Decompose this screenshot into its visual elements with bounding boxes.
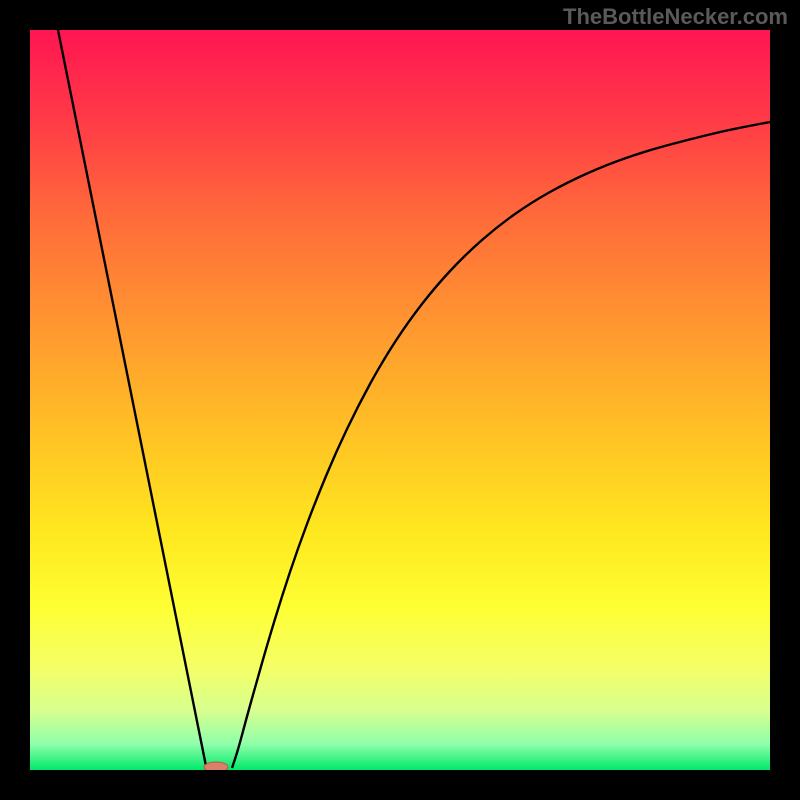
plot-area	[30, 30, 770, 770]
right-curve	[232, 122, 770, 768]
minimum-marker	[204, 762, 228, 770]
watermark-text: TheBottleNecker.com	[563, 4, 788, 30]
chart-frame: TheBottleNecker.com	[0, 0, 800, 800]
left-line	[58, 30, 206, 766]
curve-layer	[30, 30, 770, 770]
